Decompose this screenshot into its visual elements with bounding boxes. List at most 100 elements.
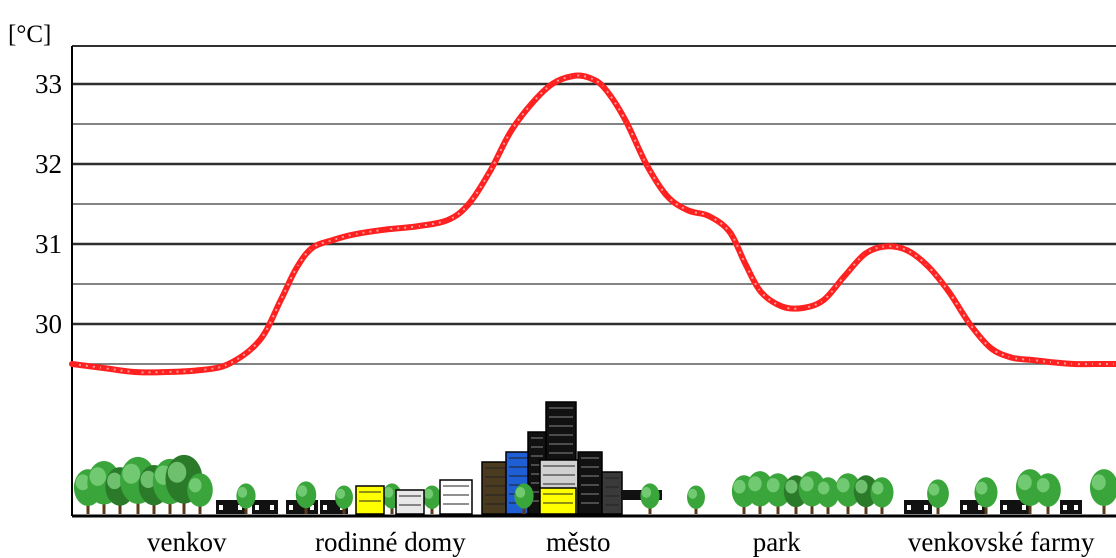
data-point <box>779 303 785 309</box>
tree-icon <box>687 485 705 514</box>
tree-highlight <box>188 478 202 493</box>
temperature-series <box>69 72 1116 376</box>
tree-trunk <box>182 496 186 514</box>
data-point <box>925 263 931 269</box>
tree-highlight <box>297 485 308 497</box>
data-point <box>257 337 263 343</box>
tree-highlight <box>800 476 814 492</box>
tree-trunk <box>118 500 122 514</box>
data-point <box>194 367 200 373</box>
building-icon <box>439 479 473 515</box>
house-window <box>238 505 242 510</box>
tree-highlight <box>167 461 187 483</box>
tree-highlight <box>424 488 434 499</box>
zone-label: rodinné domy <box>315 527 466 557</box>
tree-trunk <box>694 505 698 514</box>
tree-trunk <box>936 503 940 514</box>
tree-icon <box>974 477 998 514</box>
tree-trunk <box>1102 500 1106 514</box>
house-window <box>963 505 967 510</box>
building-body <box>439 479 473 515</box>
data-point <box>1030 357 1035 363</box>
house-window <box>1003 505 1007 510</box>
data-point <box>758 289 764 295</box>
data-point <box>967 321 973 327</box>
tree-highlight <box>89 467 107 486</box>
tree-icon <box>765 473 791 514</box>
tree-trunk <box>168 497 172 514</box>
tree-icon <box>835 473 861 514</box>
data-point <box>549 81 555 87</box>
y-tick-labels: 33 32 31 30 <box>35 69 62 339</box>
house-body <box>1000 500 1030 514</box>
house-icon <box>1060 500 1082 514</box>
tree-highlight <box>336 488 346 499</box>
tree-highlight <box>836 478 850 493</box>
tree-icon <box>187 473 213 514</box>
tree-icon <box>1089 469 1116 514</box>
data-point <box>664 193 670 199</box>
tree-trunk <box>648 505 652 514</box>
tree-trunk <box>810 501 814 514</box>
house-icon <box>252 500 278 514</box>
data-point <box>842 273 848 279</box>
building-body <box>481 461 509 515</box>
data-point <box>685 207 691 213</box>
tree-highlight <box>871 481 884 495</box>
tree-trunk <box>86 500 90 514</box>
tree-trunk <box>984 503 988 514</box>
temperature-line <box>69 72 1116 376</box>
data-point <box>1071 361 1077 367</box>
data-point <box>622 117 628 123</box>
tree-icon <box>816 477 840 514</box>
data-point <box>226 361 232 367</box>
temperature-line-texture <box>71 74 1116 374</box>
data-point <box>570 73 576 79</box>
grid-lines <box>72 45 1116 365</box>
data-point <box>586 75 592 81</box>
tree-trunk <box>430 505 434 514</box>
house-window <box>1022 505 1026 510</box>
house-window <box>323 505 327 510</box>
building-body <box>355 485 385 515</box>
y-axis-unit-label: [°C] <box>8 21 51 48</box>
y-tick-label: 30 <box>35 309 62 339</box>
tree-icon <box>236 483 256 514</box>
house-icon <box>1000 500 1030 514</box>
data-point <box>883 243 889 249</box>
data-point <box>294 265 299 271</box>
house-icon <box>904 500 932 514</box>
tree-trunk <box>758 501 762 514</box>
house-window <box>978 505 982 510</box>
tree-highlight <box>75 474 90 491</box>
yellow-building-icon <box>539 487 577 515</box>
building-body <box>539 487 577 515</box>
tree-icon <box>335 485 353 514</box>
tree-trunk <box>864 502 868 514</box>
zone-label: město <box>546 527 611 557</box>
tree-icon <box>295 481 317 514</box>
y-tick-label: 33 <box>35 69 62 99</box>
house-icon <box>395 489 425 515</box>
tree-highlight <box>766 478 780 493</box>
tree-trunk <box>198 502 202 514</box>
data-point <box>862 251 868 257</box>
house-body <box>904 500 932 514</box>
tree-trunk <box>244 505 248 514</box>
house-window <box>270 505 274 510</box>
data-point <box>466 201 472 207</box>
tree-trunk <box>880 503 884 514</box>
tree-trunk <box>136 497 140 514</box>
data-point <box>601 85 607 91</box>
house-body <box>1060 500 1082 514</box>
tree-trunk <box>102 498 106 514</box>
y-tick-label: 32 <box>35 149 62 179</box>
building-body <box>577 451 603 515</box>
house-body <box>252 500 278 514</box>
tree-trunk <box>304 504 308 514</box>
house-window <box>219 505 223 510</box>
data-point <box>508 129 513 135</box>
zone-label: park <box>753 527 801 557</box>
building-icon <box>481 461 509 515</box>
house-window <box>1063 505 1067 510</box>
